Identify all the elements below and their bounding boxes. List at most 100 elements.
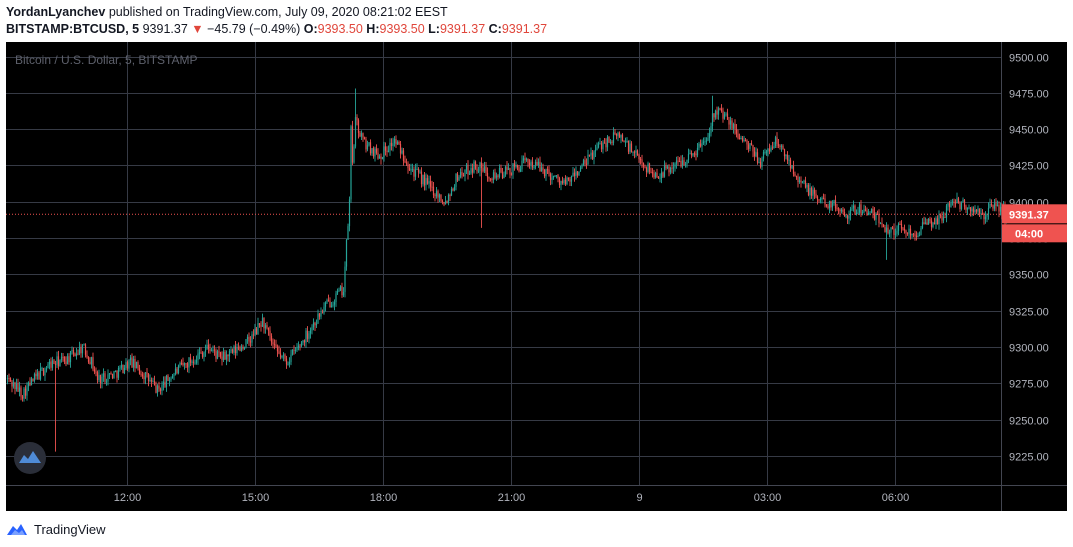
chart-panel[interactable]: 9500.009475.009450.009425.009400.009375.… (6, 42, 1067, 511)
candle-body (428, 181, 430, 184)
time-axis[interactable]: 12:00 15:00 18:00 21:00 9 03:00 06:00 (114, 492, 910, 504)
candle-body (710, 125, 712, 134)
candle-body (863, 209, 865, 213)
candle-body (254, 328, 256, 335)
price-tick-label: 9225.00 (1009, 452, 1049, 464)
candle-body (963, 199, 966, 207)
candle-body (306, 330, 309, 339)
candle-body (62, 356, 64, 358)
candle-body (171, 375, 174, 379)
candle-body (869, 212, 871, 214)
candle-body (446, 201, 448, 203)
candle-body (398, 141, 400, 144)
candle-body (195, 359, 198, 363)
candle-body (878, 214, 880, 224)
candle-body (36, 372, 39, 377)
candle-body (774, 137, 777, 146)
candle-body (726, 113, 729, 120)
candle-body (159, 388, 162, 391)
candle-body (521, 160, 523, 170)
candle-body (321, 312, 324, 314)
candle-body (692, 153, 694, 156)
candle-body (755, 152, 757, 157)
candle-body (918, 234, 921, 236)
candle-body (69, 351, 72, 363)
candle-body (132, 358, 135, 368)
candle-body (38, 372, 40, 380)
candle-body (590, 152, 592, 156)
candle-body (350, 126, 352, 200)
logo-button[interactable] (14, 442, 46, 474)
candle-body (591, 152, 594, 159)
candle-body (242, 346, 244, 349)
candle-body (60, 356, 63, 360)
candle-body (924, 222, 927, 225)
candle-body (356, 117, 358, 121)
candle-body (524, 158, 526, 160)
candle-body (390, 142, 393, 147)
candle-body (662, 172, 664, 177)
candle-body (654, 172, 657, 178)
candle-body (125, 362, 127, 368)
candle-body (648, 163, 651, 172)
candle-body (414, 169, 417, 177)
candle-body (597, 143, 600, 148)
candle-body (593, 151, 595, 159)
candle-body (605, 142, 607, 148)
candle-body (161, 384, 163, 391)
candle-body (50, 361, 52, 368)
candle-body (881, 223, 883, 225)
last-price-box (1002, 204, 1067, 224)
candle-body (486, 173, 489, 178)
candle-body (894, 233, 897, 235)
candle-body (281, 355, 283, 358)
candle-body (729, 120, 732, 125)
candle-body (669, 167, 672, 173)
candle-body (35, 373, 37, 377)
footer: TradingView (6, 519, 106, 539)
candle-body (743, 139, 745, 141)
candle-body (95, 371, 97, 373)
candle-body (108, 373, 111, 375)
candle-body (413, 169, 415, 177)
candle-body (870, 208, 873, 213)
price-axis[interactable]: 9500.009475.009450.009425.009400.009375.… (1009, 53, 1049, 464)
candle-body (794, 173, 796, 177)
candle-body (731, 120, 733, 129)
candle-body (318, 313, 321, 317)
candle-body (80, 346, 82, 354)
footer-brand[interactable]: TradingView (34, 521, 106, 537)
candle-body (542, 167, 544, 170)
candle-body (950, 202, 952, 208)
candle-body (581, 165, 583, 168)
candle-body (291, 349, 294, 355)
candle-body (719, 108, 721, 110)
candle-body (642, 162, 645, 167)
candle-body (98, 375, 100, 381)
candle-body (896, 230, 898, 234)
candle-body (890, 227, 892, 233)
candle-body (137, 362, 139, 369)
candle-body (861, 212, 864, 214)
candle-body (842, 209, 844, 213)
candle-body (630, 143, 633, 153)
candle-body (113, 371, 115, 378)
price-tick-label: 9350.00 (1009, 270, 1049, 282)
author-name[interactable]: YordanLyanchev (6, 5, 106, 19)
tradingview-logo-icon[interactable] (6, 522, 28, 536)
candle-body (78, 346, 81, 354)
candle-body (287, 363, 289, 365)
candle-body (65, 361, 67, 365)
candle-body (987, 207, 990, 215)
candle-body (989, 204, 991, 208)
candle-body (510, 174, 513, 176)
candle-body (807, 184, 810, 196)
candlestick-chart[interactable]: 9500.009475.009450.009425.009400.009375.… (6, 42, 1067, 511)
candle-body (153, 381, 156, 386)
candle-body (690, 153, 693, 156)
candle-body (188, 357, 190, 368)
candle-body (674, 163, 676, 168)
candle-body (11, 381, 13, 387)
candle-body (848, 215, 850, 219)
candle-body (641, 159, 643, 163)
